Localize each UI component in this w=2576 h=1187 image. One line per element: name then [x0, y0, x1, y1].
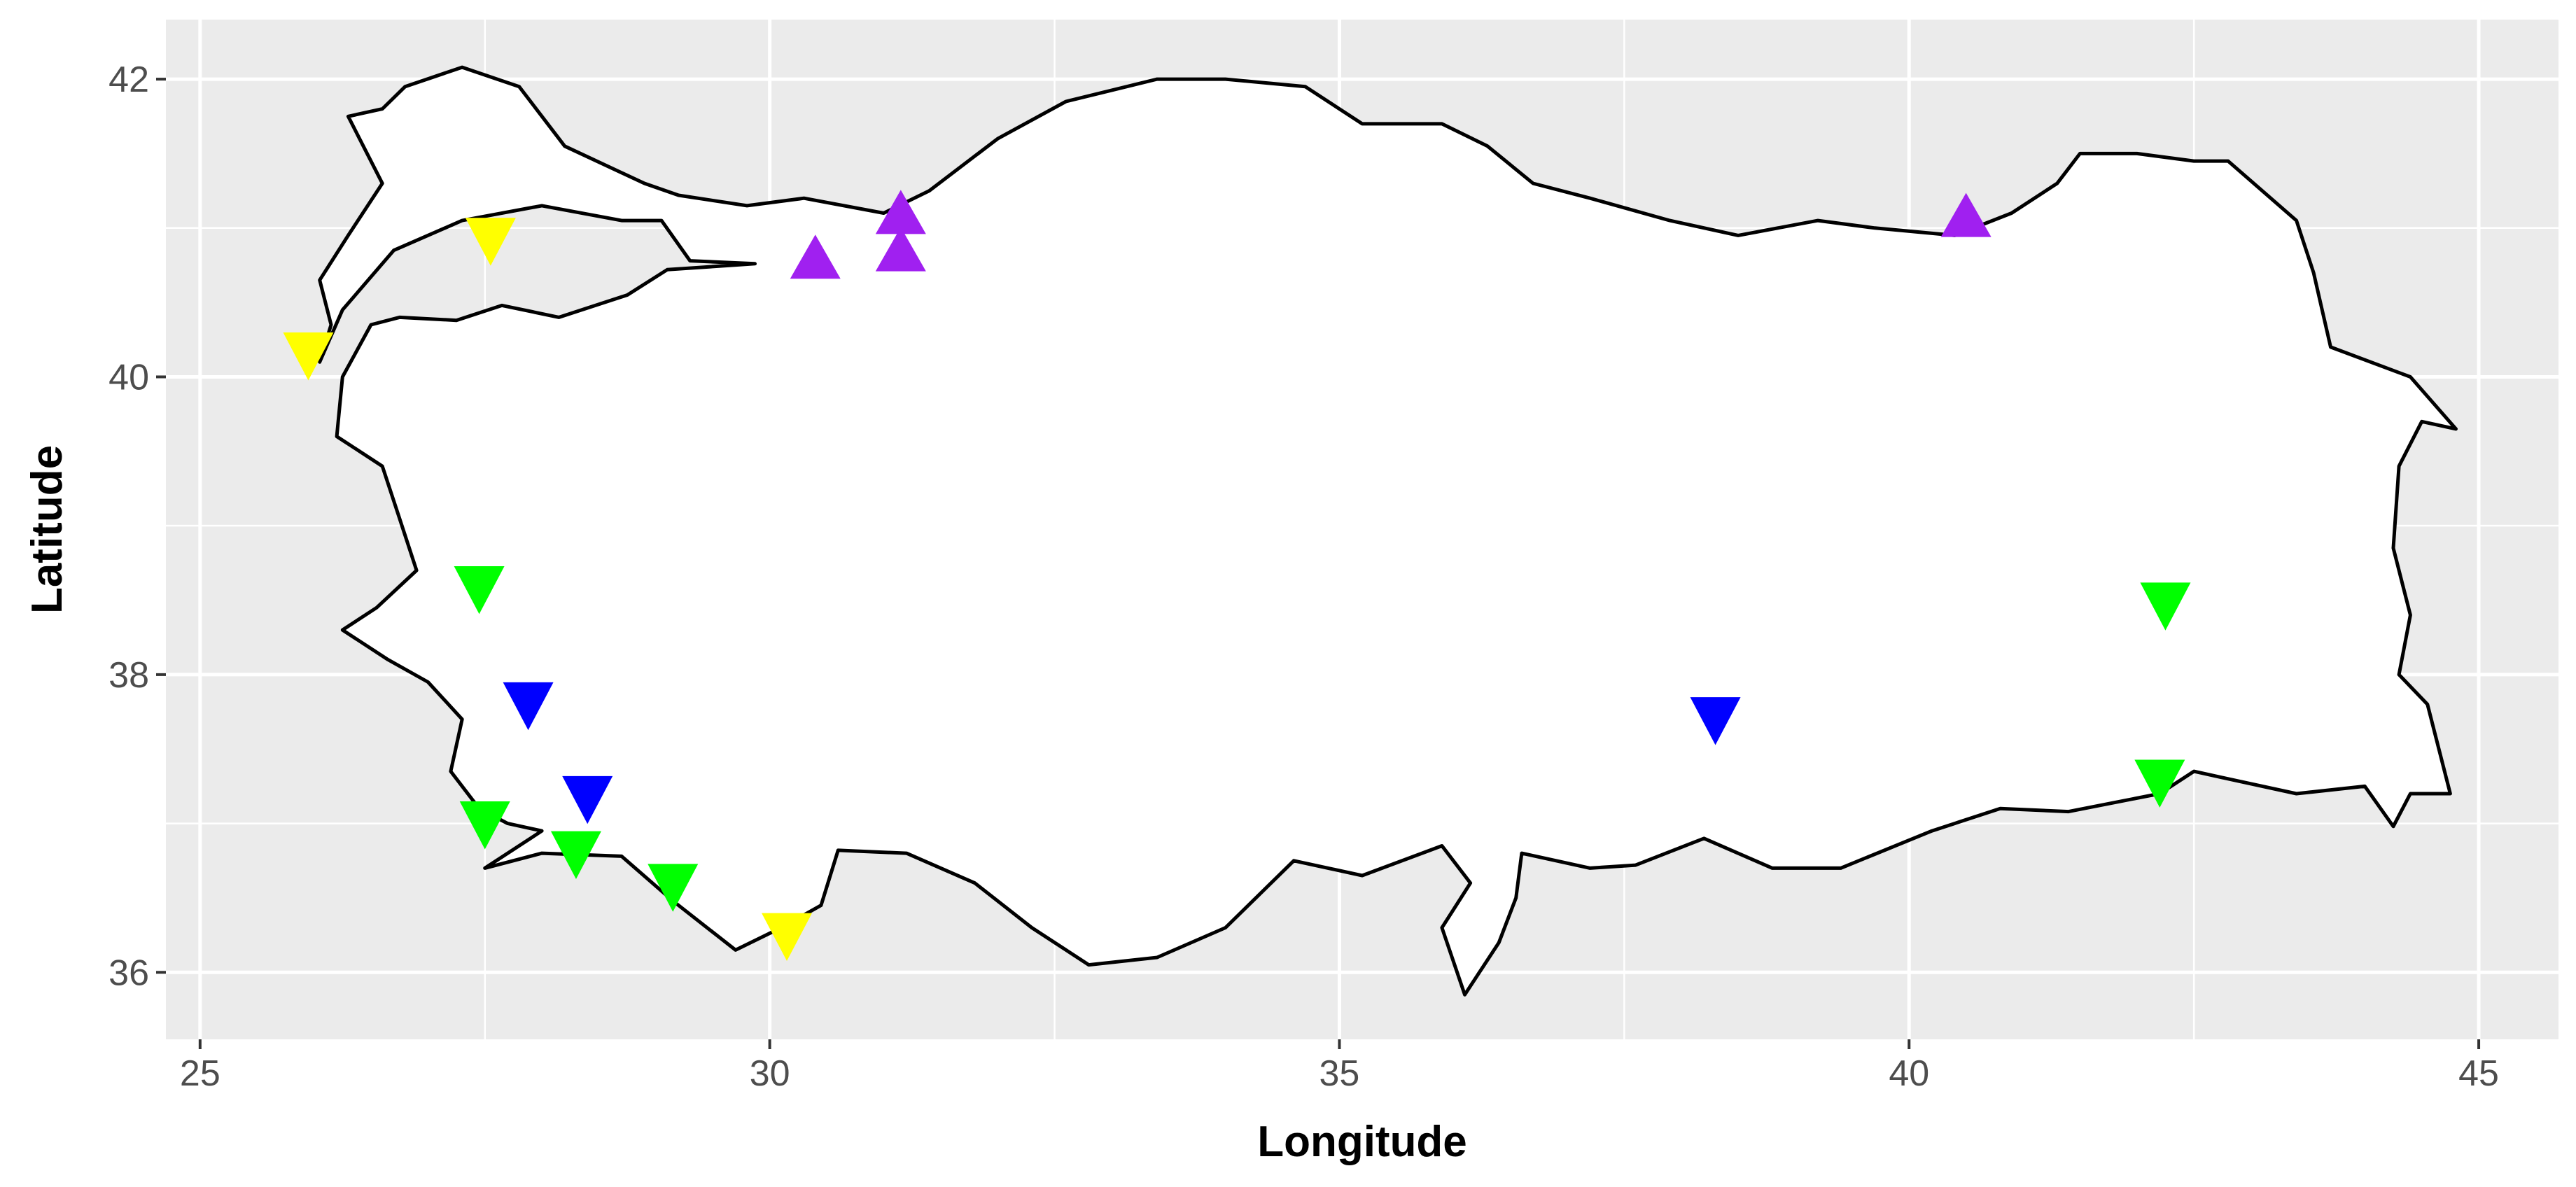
x-tick-label: 25: [180, 1053, 220, 1094]
x-tick-label: 35: [1320, 1053, 1360, 1094]
station-marker: [503, 682, 554, 731]
station-marker: [2134, 759, 2185, 808]
y-tick-label: 40: [108, 357, 149, 398]
station-marker: [283, 332, 334, 381]
plot-panel: [166, 20, 2558, 1039]
x-tick-label: 30: [750, 1053, 790, 1094]
x-tick-label: 45: [2458, 1053, 2499, 1094]
x-axis-title: Longitude: [1257, 1118, 1467, 1166]
station-marker: [1690, 697, 1741, 745]
station-marker: [459, 801, 510, 850]
station-marker: [550, 831, 601, 879]
y-axis-title: Latitude: [23, 445, 71, 614]
station-marker: [648, 864, 699, 912]
station-marker: [2140, 582, 2191, 631]
station-markers: [283, 190, 2191, 961]
station-marker: [875, 190, 926, 234]
y-tick-label: 42: [108, 59, 149, 100]
y-tick-label: 38: [108, 655, 149, 696]
y-axis: 36 38 40 42: [108, 59, 166, 993]
x-tick-label: 40: [1889, 1053, 1929, 1094]
station-marker: [790, 234, 841, 279]
station-marker: [762, 913, 813, 961]
turkey-outline: [318, 65, 2458, 997]
station-marker: [562, 775, 613, 824]
y-tick-label: 36: [108, 953, 149, 993]
station-marker: [454, 566, 505, 614]
station-marker: [1940, 192, 1991, 237]
x-axis: 25 30 35 40 45: [180, 1039, 2499, 1094]
station-marker: [465, 218, 516, 266]
station-marker: [875, 227, 926, 272]
